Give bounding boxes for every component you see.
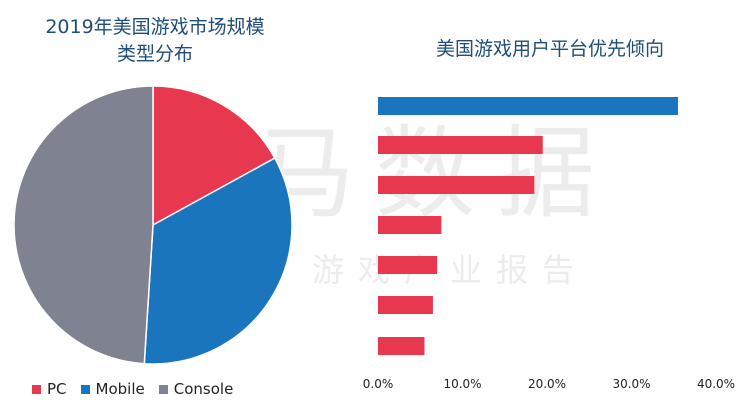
x-tick-label: 10.0% bbox=[443, 377, 481, 391]
legend-swatch-console bbox=[158, 384, 168, 394]
pie-chart-title: 2019年美国游戏市场规模 类型分布 bbox=[0, 14, 310, 68]
x-tick-label: 40.0% bbox=[697, 377, 735, 391]
bar-4 bbox=[378, 216, 442, 234]
legend-label-mobile: Mobile bbox=[95, 380, 145, 398]
x-tick-label: 20.0% bbox=[528, 377, 566, 391]
legend-label-pc: PC bbox=[47, 380, 67, 398]
pie-legend: PC Mobile Console bbox=[32, 380, 233, 398]
pie-slice-console bbox=[13, 85, 154, 365]
legend-swatch-mobile bbox=[80, 384, 90, 394]
legend-item-mobile: Mobile bbox=[80, 380, 145, 398]
x-tick-label: 30.0% bbox=[612, 377, 650, 391]
pie-slice-pc bbox=[152, 85, 276, 227]
bar-2 bbox=[378, 136, 543, 154]
x-tick-label: 0.0% bbox=[363, 377, 394, 391]
pie-title-line-2: 类型分布 bbox=[116, 43, 193, 65]
bar-3 bbox=[378, 176, 535, 194]
legend-item-console: Console bbox=[158, 380, 234, 398]
pie-slice-mobile bbox=[143, 157, 293, 365]
legend-item-pc: PC bbox=[32, 380, 67, 398]
bar-5 bbox=[378, 256, 438, 274]
bar-1 bbox=[378, 97, 678, 115]
bar-6 bbox=[378, 296, 433, 314]
legend-swatch-pc bbox=[32, 384, 41, 394]
legend-label-console: Console bbox=[173, 380, 234, 398]
pie-title-line-1: 2019年美国游戏市场规模 bbox=[45, 16, 265, 38]
bar-7 bbox=[378, 337, 425, 355]
bar-chart-title: 美国游戏用户平台优先倾向 bbox=[435, 38, 664, 60]
